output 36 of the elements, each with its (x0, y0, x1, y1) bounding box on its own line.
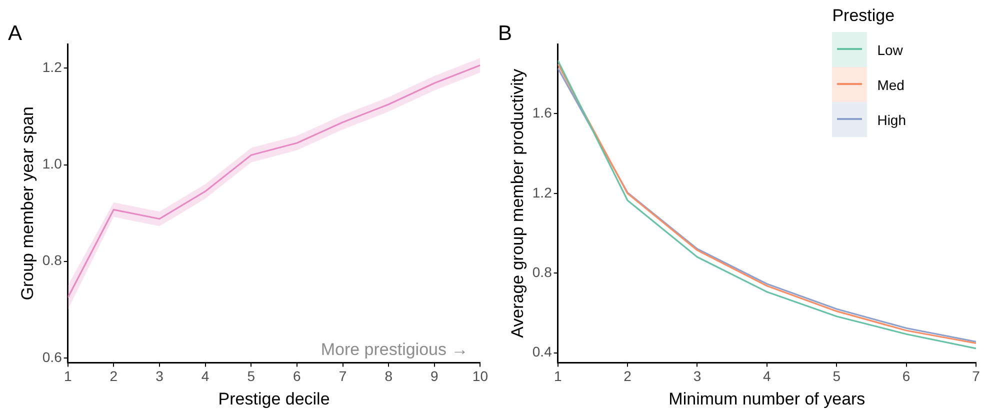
x-tick-label: 3 (156, 368, 164, 384)
x-tick-label: 2 (110, 368, 118, 384)
x-axis-title: Prestige decile (218, 389, 330, 408)
y-axis-title: Group member year span (18, 106, 37, 300)
legend-label: Med (877, 76, 904, 92)
x-tick-label: 6 (293, 368, 302, 384)
x-tick-label: 7 (972, 368, 980, 384)
y-tick-label: 1.6 (532, 104, 552, 121)
x-tick-label: 10 (472, 368, 488, 384)
x-tick-label: 1 (64, 368, 72, 384)
y-tick-label: 0.6 (42, 348, 62, 365)
y-tick-label: 0.4 (532, 344, 552, 360)
legend-title: Prestige (832, 6, 896, 26)
chart-title: B (498, 22, 512, 46)
x-tick-label: 5 (247, 368, 256, 384)
x-tick-label: 8 (384, 368, 393, 384)
y-tick-label: 1.2 (42, 59, 62, 76)
x-axis-title: Minimum number of years (668, 389, 866, 408)
x-tick-label: 1 (554, 368, 562, 384)
x-tick-label: 2 (624, 368, 632, 384)
x-tick-label: 7 (338, 368, 347, 384)
x-tick-label: 6 (902, 368, 910, 384)
x-tick-label: 4 (201, 368, 210, 384)
annotation: More prestigious → (320, 340, 468, 359)
y-tick-label: 1.0 (42, 156, 62, 172)
y-tick-label: 1.2 (532, 184, 552, 200)
y-tick-label: 0.8 (532, 264, 552, 280)
x-tick-label: 4 (763, 368, 772, 384)
x-tick-label: 9 (430, 368, 438, 384)
y-axis-title: Average group member productivity (508, 68, 527, 338)
legend-label: Low (877, 42, 903, 58)
x-tick-label: 5 (832, 368, 841, 384)
x-tick-label: 3 (693, 368, 702, 384)
y-tick-label: 0.8 (42, 252, 62, 268)
chart-title: A (8, 22, 22, 46)
legend-label: High (877, 112, 906, 128)
